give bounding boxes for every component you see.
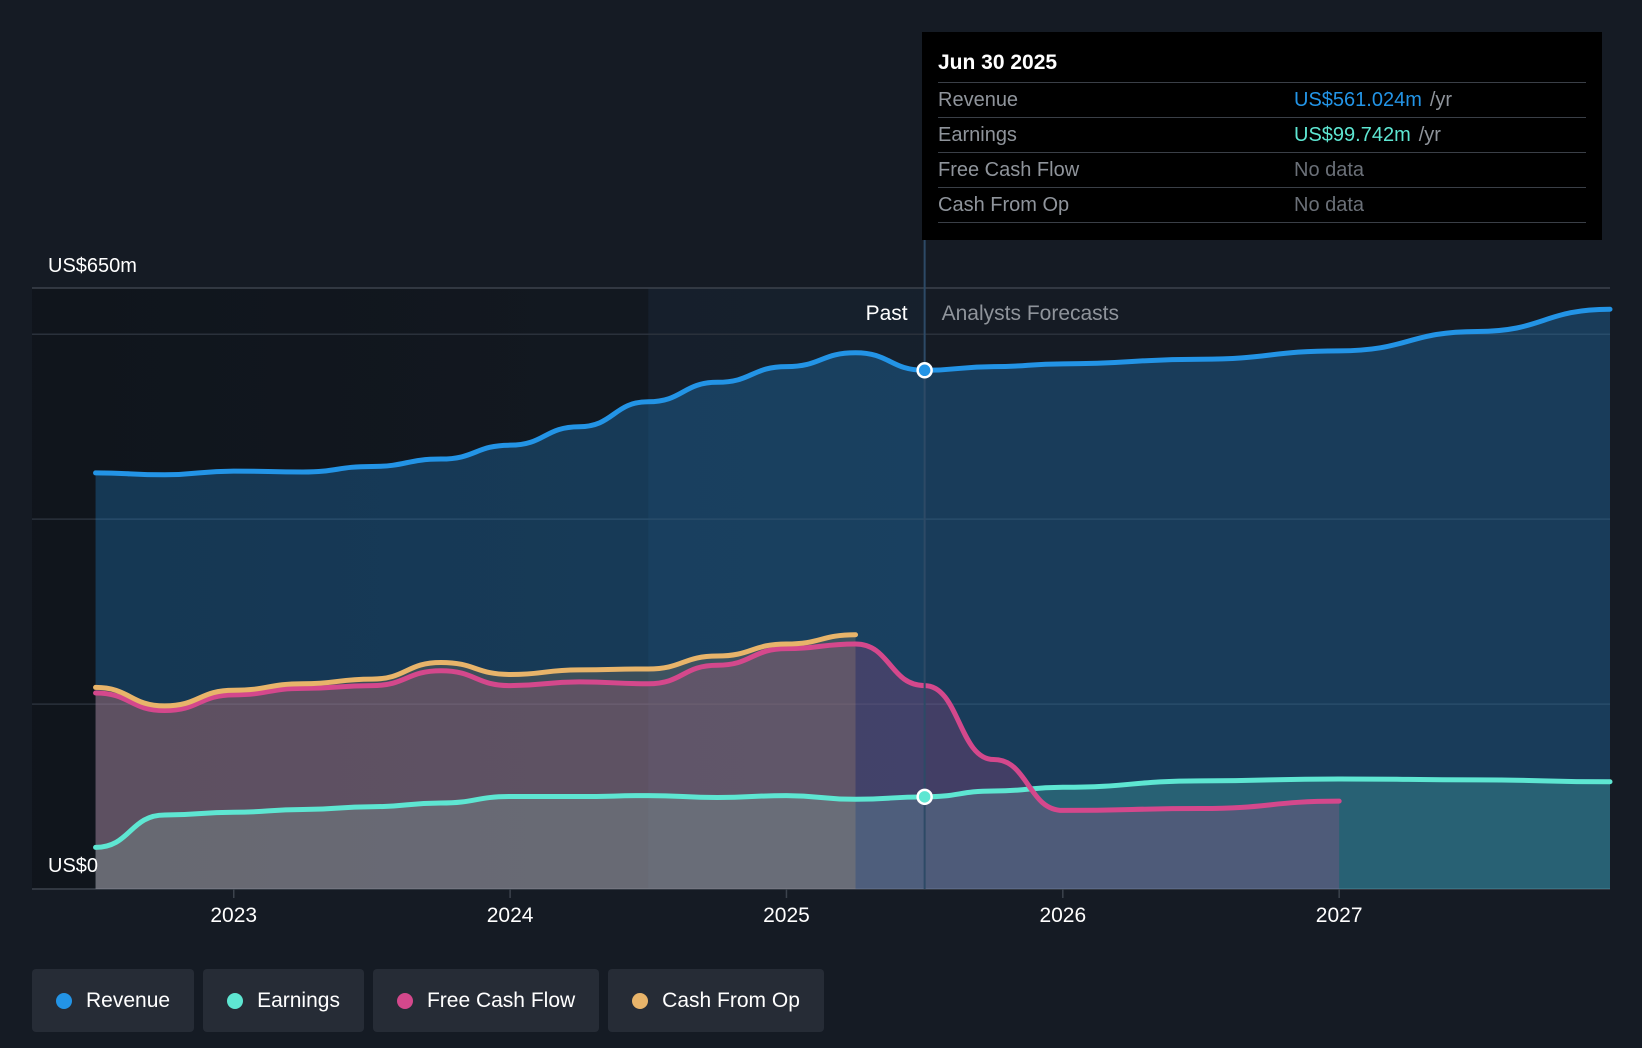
earnings-line [93,776,1613,850]
tooltip-value: No data [1294,158,1365,181]
legend-item-revenue[interactable]: Revenue [32,969,195,1032]
revenue-dot-icon [56,992,72,1009]
tooltip-label: Revenue [938,88,1019,111]
x-tick-label: 2025 [763,904,810,927]
tooltip-label: Free Cash Flow [938,158,1080,181]
legend: Revenue Earnings Free Cash Flow Cash Fro… [32,969,824,1032]
tooltip-label: Cash From Op [938,193,1070,216]
tooltip-row-revenue: Revenue US$561.024m /yr [938,83,1586,118]
cash-from-op-dot-icon [632,992,649,1009]
legend-label: Earnings [257,988,340,1012]
gridlines [32,287,1610,890]
earnings-dot-icon [227,992,244,1009]
free-cash-flow-dot-icon [396,992,413,1009]
tooltip-row-free-cash-flow: Free Cash Flow No data [938,153,1586,188]
x-axis-ticks: 2023 2024 2025 2026 2027 [210,889,1363,927]
past-label: Past [866,302,908,325]
revenue-marker [916,362,933,379]
tooltip-value: US$99.742m [1294,123,1411,146]
legend-item-earnings[interactable]: Earnings [203,969,364,1032]
tooltip-unit: /yr [1418,123,1441,146]
legend-label: Revenue [86,988,171,1012]
x-tick-label: 2026 [1039,904,1086,927]
legend-label: Free Cash Flow [426,988,576,1012]
chart-canvas: US$650m US$0 Past Analysts Forecasts 202… [32,240,1613,927]
tooltip-value: US$561.024m [1294,88,1422,111]
cash-from-op-area [95,634,856,889]
free-cash-flow-line [93,641,1342,813]
x-tick-label: 2024 [487,904,534,927]
x-tick-label: 2023 [210,904,257,927]
tooltip-panel: Jun 30 2025 Revenue US$561.024m /yr Earn… [922,32,1602,240]
tooltip-date: Jun 30 2025 [938,50,1586,83]
legend-item-cash-from-op[interactable]: Cash From Op [608,969,824,1032]
tooltip-row-earnings: Earnings US$99.742m /yr [938,118,1586,153]
legend-label: Cash From Op [662,988,800,1012]
cash-from-op-line [93,632,859,709]
analysts-forecasts-label: Analysts Forecasts [942,302,1119,325]
series-lines [93,306,1613,850]
tooltip-unit: /yr [1429,88,1453,111]
tooltip-row-cash-from-op: Cash From Op No data [938,188,1586,223]
hover-markers [916,362,933,806]
x-tick-label: 2027 [1316,904,1363,927]
tooltip-value: No data [1294,193,1365,216]
legend-item-free-cash-flow[interactable]: Free Cash Flow [372,969,600,1032]
y-axis-top-label: US$650m [48,255,137,277]
free-cash-flow-area [95,643,1340,889]
tooltip-label: Earnings [938,123,1017,146]
y-axis-bottom-label: US$0 [48,855,98,877]
earnings-marker [916,788,933,806]
revenue-line [93,306,1613,478]
